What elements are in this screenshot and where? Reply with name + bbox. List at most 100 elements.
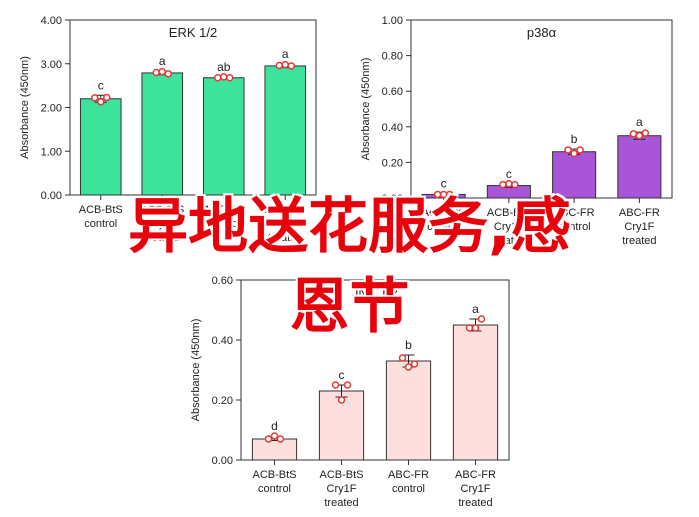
y-axis-label: Absorbance (450nm): [19, 56, 31, 159]
significance-letter: b: [405, 338, 412, 352]
x-tick-label: Cry1F: [461, 483, 491, 495]
x-tick-label: Cry1F: [147, 218, 177, 230]
x-tick-label: Cry1F: [624, 221, 654, 233]
x-tick-label: treated: [268, 232, 302, 244]
x-tick-label: control: [258, 483, 291, 495]
x-tick-label: treated: [622, 235, 656, 247]
data-point: [410, 360, 419, 368]
x-tick-label: ABC-FR: [388, 469, 429, 481]
data-point: [629, 130, 638, 138]
x-tick-label: ACB-BtS: [140, 204, 184, 216]
data-point: [477, 315, 486, 323]
data-point: [226, 74, 234, 82]
data-point: [264, 435, 273, 443]
data-point: [270, 432, 279, 440]
chart-title: JNK 1/2: [352, 285, 398, 300]
significance-letter: c: [506, 167, 512, 181]
y-tick-label: 1.00: [41, 146, 62, 158]
bar: [264, 65, 307, 196]
x-tick-label: ABC-FR: [265, 204, 306, 216]
data-point: [220, 73, 228, 81]
x-tick-label: ACB-BtS: [487, 207, 531, 219]
bar: [385, 360, 432, 461]
y-tick-label: 0.80: [382, 51, 403, 63]
significance-letter: c: [441, 177, 447, 191]
plot-frame: [240, 279, 510, 461]
bar: [251, 438, 298, 461]
x-tick-label: control: [427, 221, 460, 233]
x-tick-label: ACB-BtS: [319, 469, 363, 481]
x-tick-label: ACB-BtS: [422, 207, 466, 219]
data-point: [398, 354, 407, 362]
data-point: [152, 68, 160, 77]
data-point: [505, 180, 513, 188]
chart-panel-erk: ERK 1/2 0.00 1.00 2.00 3.00 4.00 Absorbance (4…: [19, 15, 317, 244]
y-tick-label: 0.40: [382, 122, 403, 134]
y-tick-label: 0.40: [212, 335, 233, 347]
data-point: [511, 180, 519, 189]
plot-frame: [410, 19, 673, 199]
data-point: [97, 98, 105, 106]
y-tick-label: 0.00: [41, 190, 62, 202]
x-tick-label: treated: [145, 232, 179, 244]
data-point: [281, 60, 289, 69]
significance-letter: a: [159, 54, 166, 68]
bar: [202, 77, 245, 196]
x-tick-label: ABC-FR: [619, 207, 660, 219]
significance-letter: ab: [217, 60, 231, 74]
data-point: [439, 190, 448, 199]
x-tick-label: ACB-BtS: [252, 469, 296, 481]
x-tick-label: ABC-FR: [203, 204, 244, 216]
y-tick-label: 0.20: [212, 395, 233, 407]
data-point: [287, 62, 295, 70]
significance-letter: a: [636, 115, 643, 129]
bar: [552, 151, 597, 199]
data-point: [343, 381, 352, 389]
significance-letter: c: [339, 368, 345, 382]
data-point: [635, 131, 644, 140]
data-point: [337, 396, 346, 404]
data-point: [164, 70, 172, 78]
x-tick-label: control: [207, 218, 240, 230]
data-point: [331, 381, 340, 389]
x-tick-label: treated: [458, 497, 492, 509]
y-tick-label: 0.00: [382, 193, 403, 205]
bar: [141, 72, 184, 196]
x-tick-label: control: [392, 483, 425, 495]
significance-letter: c: [98, 78, 104, 92]
significance-letter: b: [571, 132, 578, 146]
data-point: [471, 324, 480, 332]
x-tick-label: Cry1F: [270, 218, 300, 230]
data-point: [641, 129, 650, 137]
bar: [617, 135, 662, 199]
data-point: [103, 93, 111, 102]
significance-letter: d: [271, 419, 278, 433]
data-point: [158, 67, 166, 76]
x-tick-label: control: [558, 221, 591, 233]
chart-title: p38α: [527, 25, 557, 40]
chart-panel-p38: p38α 0.00 0.20 0.40 0.60 0.80 1.00 Absorbance (…: [360, 15, 673, 247]
bar: [452, 324, 499, 461]
x-tick-label: treated: [324, 497, 358, 509]
data-point: [576, 146, 584, 154]
data-point: [404, 363, 413, 371]
y-tick-label: 3.00: [41, 59, 62, 71]
y-tick-label: 0.60: [382, 86, 403, 98]
chart-title: ERK 1/2: [169, 25, 217, 40]
y-tick-label: 2.00: [41, 103, 62, 115]
x-tick-label: Cry1F: [494, 221, 524, 233]
x-tick-label: treated: [492, 235, 526, 247]
y-axis-label: Absorbance (450nm): [190, 319, 202, 422]
data-point: [276, 435, 285, 443]
x-tick-label: Cry1F: [327, 483, 357, 495]
significance-letter: a: [472, 302, 479, 316]
y-tick-label: 0.20: [382, 157, 403, 169]
data-point: [564, 146, 572, 154]
data-point: [570, 149, 578, 158]
y-tick-label: 0.60: [212, 275, 233, 287]
data-point: [499, 180, 507, 189]
significance-letter: a: [282, 47, 289, 61]
y-tick-label: 0.00: [212, 455, 233, 467]
data-point: [465, 324, 474, 332]
